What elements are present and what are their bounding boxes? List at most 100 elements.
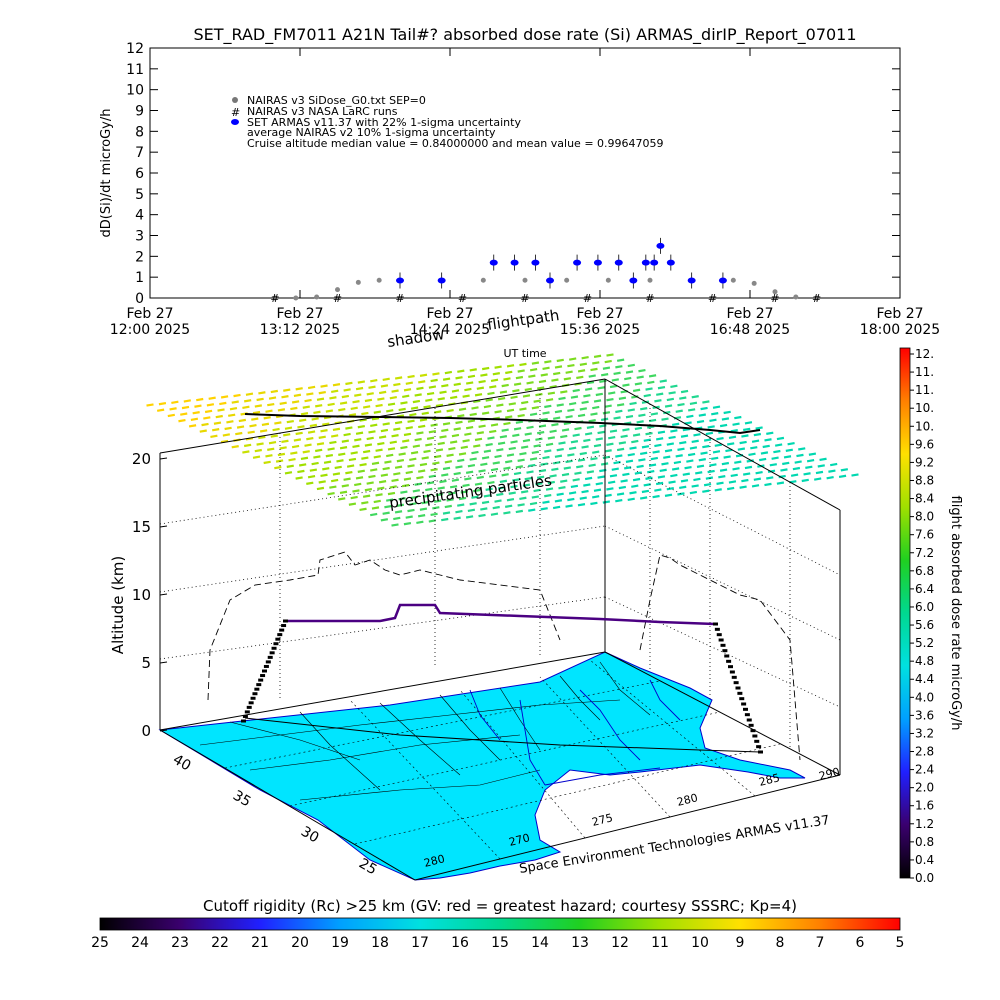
particle-dash — [455, 420, 463, 425]
map-state-lines — [199, 661, 651, 801]
particle-dash — [565, 504, 573, 508]
x-tick-label-date: Feb 27 — [876, 306, 923, 322]
particle-dash — [615, 409, 623, 414]
particle-dash — [242, 450, 250, 454]
colorbar-right-tick-label: 10. — [915, 401, 934, 415]
particle-dash — [492, 461, 500, 465]
particle-dash — [595, 481, 603, 486]
descent-point — [714, 627, 720, 631]
particle-dash — [490, 378, 499, 382]
particle-dash — [670, 384, 678, 388]
particle-dash — [455, 465, 463, 469]
particle-dash — [448, 447, 456, 451]
particle-dash — [560, 479, 568, 483]
particle-dash — [732, 422, 740, 426]
particle-dash — [492, 505, 500, 510]
x-tick-label-date: Feb 27 — [576, 306, 623, 322]
particle-dash — [215, 414, 223, 419]
particle-dash — [608, 480, 616, 485]
climb-point — [269, 651, 275, 655]
particle-dash — [638, 458, 646, 462]
particle-dash — [622, 472, 630, 477]
particle-dash — [531, 406, 540, 410]
particle-dash — [489, 385, 497, 389]
particle-dash — [686, 414, 694, 419]
particle-dash — [696, 419, 705, 424]
colorbar-right-tick-label: 2.0 — [915, 781, 934, 795]
particle-dash — [430, 468, 438, 472]
altitude-grid-10 — [159, 525, 606, 593]
particle-dash — [664, 404, 673, 408]
particle-dash — [615, 365, 623, 369]
particle-dash — [217, 408, 225, 412]
particle-dash — [249, 423, 257, 428]
particle-dash — [592, 405, 600, 410]
particle-dash — [460, 445, 468, 450]
particle-dash — [256, 442, 264, 446]
box-edge-top-back — [159, 378, 606, 454]
particle-dash — [805, 465, 813, 469]
particle-dash — [457, 458, 465, 463]
particle-dash — [512, 389, 520, 393]
y-tick-label: 2 — [135, 249, 144, 265]
particle-dash — [220, 439, 229, 444]
altitude-tick-label: 10 — [132, 586, 151, 604]
particle-dash — [210, 434, 218, 438]
particle-dash — [680, 389, 689, 394]
legend-entry-4: Cruise altitude median value = 0.8400000… — [247, 137, 664, 150]
particle-dash — [261, 422, 270, 427]
nairas-point — [751, 280, 757, 286]
particle-dash — [428, 474, 437, 479]
particle-dash — [517, 503, 525, 507]
particle-dash — [341, 439, 350, 443]
particle-dash — [300, 412, 309, 416]
colorbar-right-tick-label: 11. — [915, 365, 934, 379]
particle-dash — [638, 368, 646, 373]
particle-dash — [519, 407, 527, 411]
particle-dash — [654, 399, 662, 403]
particle-dash — [327, 402, 335, 407]
descent-point — [737, 691, 743, 695]
particle-dash — [384, 460, 392, 464]
particle-dash — [362, 405, 371, 409]
colorbar-bottom-title: Cutoff rigidity (Rc) >25 km (GV: red = g… — [203, 897, 797, 915]
descent-point — [731, 675, 737, 679]
particle-dash — [361, 411, 369, 416]
altitude-tick-mark — [159, 593, 168, 596]
particle-dash — [826, 476, 834, 480]
particle-dash — [629, 446, 637, 450]
y-tick-label: 3 — [135, 229, 144, 245]
particle-dash — [449, 485, 458, 489]
particle-dash — [682, 472, 690, 476]
particle-dash — [490, 512, 499, 516]
particle-dash — [515, 375, 524, 380]
particle-dash — [815, 470, 824, 475]
particle-dash — [577, 503, 586, 507]
particle-dash — [851, 473, 859, 477]
particle-dash — [711, 456, 719, 461]
particle-dash — [421, 500, 429, 505]
particle-dash — [389, 395, 397, 400]
particle-dash — [522, 438, 531, 443]
top-x-label: UT time — [503, 347, 546, 360]
climb-point — [242, 714, 248, 718]
particle-dash — [444, 504, 452, 509]
particle-dash — [645, 476, 653, 480]
x-tick-label-time: 16:48 2025 — [710, 322, 790, 338]
particle-dash — [325, 453, 334, 458]
particle-dash — [474, 482, 483, 486]
particle-dash — [528, 463, 536, 468]
particle-dash — [442, 466, 451, 471]
particle-dash — [348, 502, 357, 506]
particle-dash — [632, 433, 641, 437]
particle-dash — [673, 460, 682, 465]
particle-dash — [528, 508, 536, 512]
particle-dash — [412, 399, 421, 404]
floor-grid-4 — [349, 699, 501, 860]
particle-dash — [716, 481, 724, 485]
particle-dash — [503, 466, 511, 470]
y-tick-label: 11 — [126, 62, 144, 78]
particle-dash — [293, 438, 302, 442]
particle-dash — [501, 428, 509, 432]
